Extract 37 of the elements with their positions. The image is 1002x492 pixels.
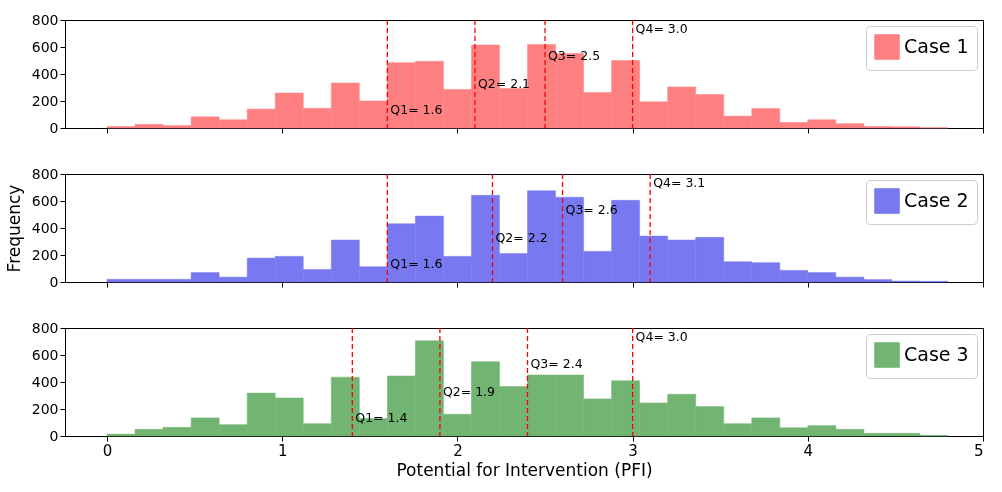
x-tick-label: 4 [803, 441, 814, 460]
x-tick-label: 5 [973, 441, 984, 460]
x-tick-label: 2 [453, 441, 463, 460]
ref-line-label: Q4= 3.0 [635, 20, 688, 36]
y-tick-label: 400 [31, 65, 59, 82]
y-tick-label: 400 [31, 373, 59, 390]
x-tick-label: 3 [628, 441, 638, 460]
y-tick-label: 0 [49, 427, 59, 444]
y-tick-label: 400 [31, 219, 59, 236]
ref-line-label: Q4= 3.1 [653, 174, 706, 190]
y-tick-label: 200 [31, 92, 59, 109]
y-tick-label: 600 [31, 346, 59, 363]
ref-line-label: Q2= 1.9 [442, 383, 496, 399]
x-axis-title: Potential for Intervention (PFI) [396, 459, 653, 480]
ref-line-label: Q4= 3.0 [635, 328, 688, 344]
y-tick-label: 800 [31, 165, 59, 182]
ref-line-label: Q1= 1.6 [390, 255, 443, 271]
y-tick-label: 0 [49, 273, 59, 290]
y-tick-label: 200 [31, 400, 59, 417]
ref-line-label: Q2= 2.2 [495, 229, 548, 245]
y-tick-label: 800 [31, 11, 59, 28]
legend-label: Case 1 [904, 35, 969, 57]
ref-line-label: Q3= 2.4 [530, 355, 583, 371]
ref-line-label: Q3= 2.5 [548, 47, 601, 63]
legend-label: Case 2 [904, 189, 969, 211]
y-tick-label: 600 [31, 192, 59, 209]
ref-line-label: Q1= 1.4 [355, 409, 408, 425]
y-tick-label: 0 [49, 119, 59, 136]
y-tick-label: 600 [31, 38, 59, 55]
x-tick-label: 1 [277, 441, 288, 460]
y-tick-label: 800 [31, 319, 59, 336]
ref-line-label: Q1= 1.6 [390, 101, 443, 117]
y-axis-title: Frequency [3, 184, 24, 273]
legend-label: Case 3 [904, 343, 969, 365]
ref-line-label: Q2= 2.1 [477, 75, 531, 91]
x-tick-label: 0 [102, 441, 113, 460]
y-tick-label: 200 [31, 246, 59, 263]
